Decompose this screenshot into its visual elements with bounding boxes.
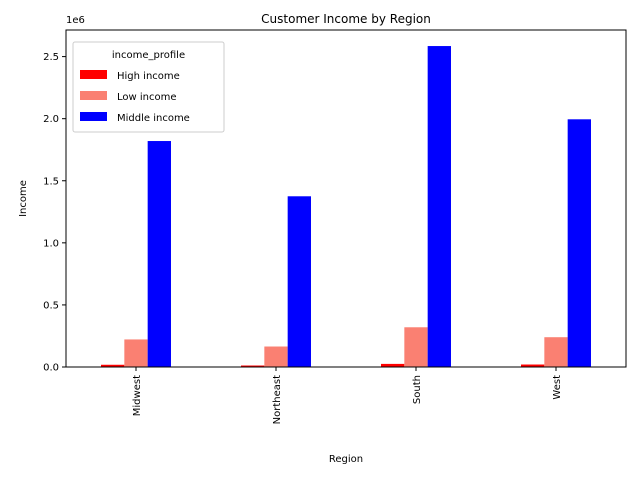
bar-high-income-northeast xyxy=(241,365,265,367)
x-tick-label: Midwest xyxy=(132,375,143,416)
bar-high-income-midwest xyxy=(101,364,125,367)
bar-middle-income-south xyxy=(427,46,451,368)
legend-swatch xyxy=(80,112,107,121)
bar-low-income-west xyxy=(544,337,568,367)
bar-low-income-midwest xyxy=(124,339,148,367)
bar-middle-income-midwest xyxy=(147,141,171,367)
x-tick-label: South xyxy=(412,375,423,404)
legend-box xyxy=(72,41,225,133)
bar-high-income-south xyxy=(381,363,405,367)
bar-low-income-northeast xyxy=(264,346,288,367)
legend: income_profile High income Low income Midd… xyxy=(72,41,225,133)
bars-group xyxy=(101,46,591,368)
ticks-group: Midwest Northeast South West 0.0 0.5 1.0 1.5 2.0… xyxy=(43,52,563,424)
x-tick-label: West xyxy=(552,375,563,400)
y-tick-label: 0.5 xyxy=(43,300,59,311)
bar-middle-income-west xyxy=(567,119,591,367)
y-tick-label: 1.0 xyxy=(43,238,59,249)
legend-swatch xyxy=(80,91,107,100)
x-tick-label: Northeast xyxy=(272,375,283,424)
y-axis-label: Income xyxy=(18,180,29,217)
bar-low-income-south xyxy=(404,327,428,367)
legend-label: Middle income xyxy=(117,113,190,124)
bar-middle-income-northeast xyxy=(287,196,311,367)
y-tick-label: 0.0 xyxy=(43,363,59,374)
legend-title: income_profile xyxy=(112,50,185,61)
legend-label: Low income xyxy=(117,92,177,103)
legend-swatch xyxy=(80,70,107,79)
y-tick-label: 1.5 xyxy=(43,176,59,187)
y-offset-text: 1e6 xyxy=(66,15,85,26)
y-tick-label: 2.0 xyxy=(43,114,59,125)
bar-high-income-west xyxy=(521,364,545,367)
chart-title: Customer Income by Region xyxy=(261,12,431,26)
plot-frame xyxy=(65,29,627,368)
y-tick-label: 2.5 xyxy=(43,52,59,63)
legend-label: High income xyxy=(117,71,180,82)
x-axis-label: Region xyxy=(329,454,363,465)
